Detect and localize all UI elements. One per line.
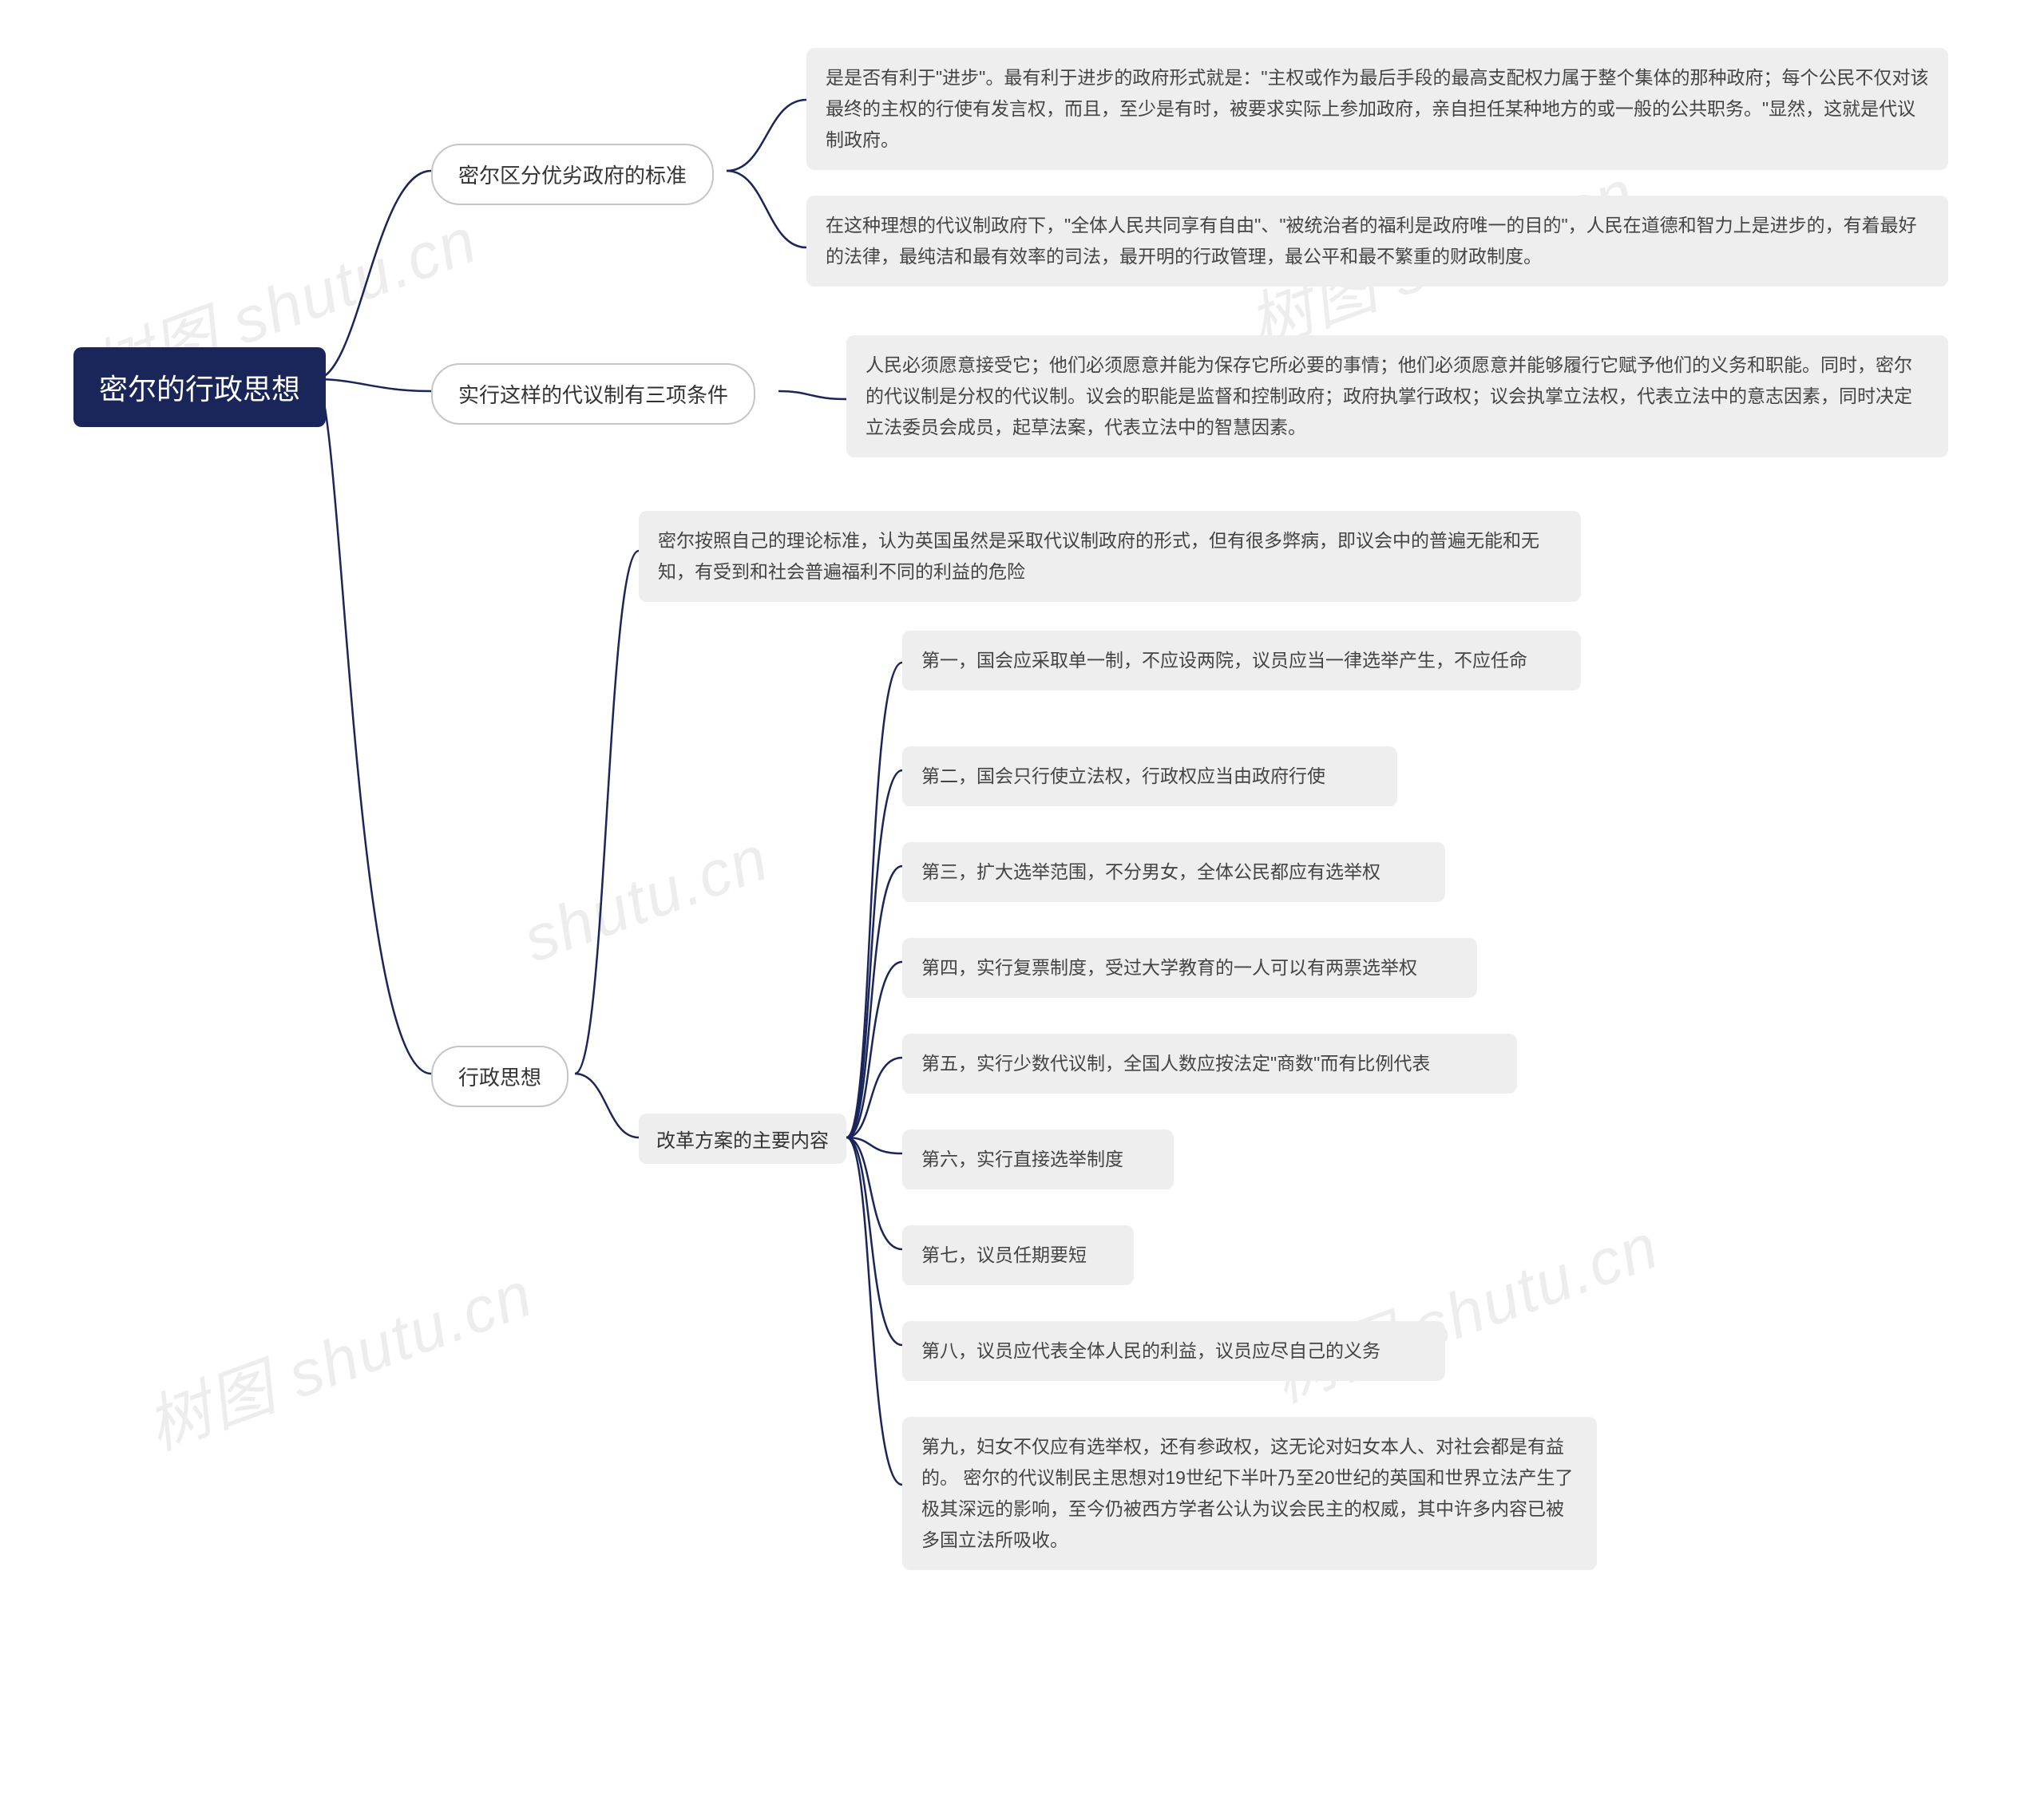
edge — [846, 1137, 902, 1153]
leaf-node: 是是否有利于"进步"。最有利于进步的政府形式就是："主权或作为最后手段的最高支配… — [806, 48, 1948, 170]
leaf-node: 密尔按照自己的理论标准，认为英国虽然是采取代议制政府的形式，但有很多弊病，即议会… — [639, 511, 1581, 602]
leaf-node: 第二，国会只行使立法权，行政权应当由政府行使 — [902, 746, 1397, 806]
watermark: 树图 shutu.cn — [1258, 1195, 1670, 1420]
edge — [315, 379, 431, 391]
leaf-node: 人民必须愿意接受它；他们必须愿意并能为保存它所必要的事情；他们必须愿意并能够履行… — [846, 335, 1948, 457]
leaf-node: 第八，议员应代表全体人民的利益，议员应尽自己的义务 — [902, 1321, 1445, 1381]
watermark: 树图 shutu.cn — [132, 1243, 544, 1468]
edge — [846, 663, 902, 1137]
leaf-node: 第五，实行少数代议制，全国人数应按法定"商数"而有比例代表 — [902, 1034, 1517, 1094]
edge — [846, 770, 902, 1137]
edge — [575, 1074, 639, 1137]
edge — [778, 391, 846, 399]
edge — [846, 866, 902, 1137]
leaf-node: 第七，议员任期要短 — [902, 1225, 1134, 1285]
edge — [315, 379, 431, 1074]
leaf-node: 在这种理想的代议制政府下，"全体人民共同享有自由"、"被统治者的福利是政府唯一的… — [806, 196, 1948, 287]
edge — [846, 1137, 902, 1485]
leaf-node: 第九，妇女不仅应有选举权，还有参政权，这无论对妇女本人、对社会都是有益的。 密尔… — [902, 1417, 1597, 1570]
watermark: shutu.cn — [514, 821, 778, 976]
branch-node-standard[interactable]: 密尔区分优劣政府的标准 — [431, 144, 714, 205]
root-node[interactable]: 密尔的行政思想 — [73, 347, 326, 427]
branch-node-thought[interactable]: 行政思想 — [431, 1046, 568, 1107]
branch-node-conditions[interactable]: 实行这样的代议制有三项条件 — [431, 363, 755, 425]
leaf-node: 第四，实行复票制度，受过大学教育的一人可以有两票选举权 — [902, 938, 1477, 998]
edge — [727, 100, 806, 171]
edge — [846, 1137, 902, 1249]
edge — [575, 551, 639, 1074]
leaf-node: 第三，扩大选举范围，不分男女，全体公民都应有选举权 — [902, 842, 1445, 902]
subbranch-node-reform[interactable]: 改革方案的主要内容 — [639, 1114, 846, 1164]
leaf-node: 第六，实行直接选举制度 — [902, 1130, 1174, 1189]
edge — [846, 1058, 902, 1137]
edge — [846, 962, 902, 1137]
edge — [846, 1137, 902, 1345]
leaf-node: 第一，国会应采取单一制，不应设两院，议员应当一律选举产生，不应任命 — [902, 631, 1581, 690]
edge — [727, 171, 806, 247]
edge — [315, 171, 431, 379]
